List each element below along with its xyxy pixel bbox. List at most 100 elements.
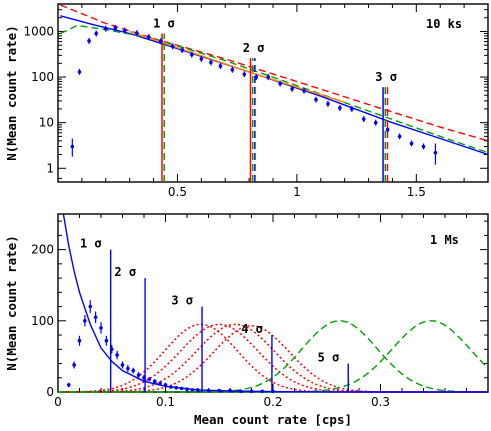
bottom-data-point — [66, 383, 71, 387]
bottom-x-tick-label: 0 — [54, 395, 62, 409]
bottom-data-points — [66, 300, 275, 394]
top-data-point — [421, 144, 426, 149]
bottom-green-gaussian — [58, 320, 488, 393]
bottom-y-tick-label: 0 — [46, 385, 54, 399]
top-data-point — [189, 52, 194, 57]
top-data-point — [290, 87, 294, 91]
bottom-sigma-lines: 1 σ 2 σ 3 σ 4 σ 5 σ — [80, 237, 349, 392]
bottom-fit-curve — [62, 213, 488, 393]
bottom-data-point — [260, 389, 265, 394]
top-model-curve-0 — [60, 15, 489, 156]
bottom-data-point — [72, 363, 76, 367]
bottom-data-point — [158, 381, 162, 386]
bottom-data-point — [238, 389, 243, 394]
bottom-data-point — [147, 377, 152, 381]
top-panel: 10 ks N(Mean count rate) 0.5 1 1.5 1 10 100 10… — [4, 3, 489, 199]
bottom-red-gaussian — [58, 323, 488, 393]
bottom-data-point — [249, 389, 254, 394]
bottom-x-tick-label: 0.2 — [263, 395, 282, 409]
bottom-sigma-label: 5 σ — [318, 351, 340, 365]
bottom-y-axis-label: N(Mean count rate) — [4, 235, 19, 370]
top-sigma-label: 2 σ — [243, 41, 265, 55]
bottom-data-point — [131, 368, 136, 373]
bottom-data-point — [169, 385, 173, 389]
top-x-tick-label: 1 — [293, 185, 301, 199]
top-data-point — [242, 72, 247, 77]
top-data-point — [230, 67, 235, 72]
top-data-point — [135, 31, 139, 35]
top-data-point — [87, 39, 91, 43]
top-panel-label: 10 ks — [426, 17, 462, 31]
bottom-data-point — [195, 388, 200, 392]
bottom-panel: 1 Ms N(Mean count rate) Mean count rate … — [4, 213, 489, 427]
top-data-point — [350, 107, 354, 111]
bottom-data-point — [228, 388, 232, 393]
top-ticks: 0.5 1 1.5 1 10 100 1000 — [23, 3, 488, 199]
bottom-sigma-label: 1 σ — [80, 237, 102, 251]
top-sigma-label: 3 σ — [375, 70, 397, 84]
top-data-point — [361, 117, 366, 121]
top-x-tick-label: 0.5 — [168, 185, 187, 199]
top-data-point — [302, 88, 306, 93]
top-y-tick-label: 1 — [46, 161, 54, 175]
bottom-red-gaussian — [58, 323, 488, 393]
top-data-point — [209, 60, 213, 65]
bottom-data-point — [152, 379, 157, 384]
bottom-data-point — [206, 388, 211, 393]
top-y-tick-label: 10 — [39, 116, 54, 130]
bottom-sigma-label: 2 σ — [114, 265, 136, 279]
bottom-red-gaussian — [58, 325, 488, 393]
top-x-tick-label: 1.5 — [407, 185, 426, 199]
bottom-data-point — [185, 387, 189, 391]
top-data-point — [409, 141, 414, 146]
top-model-curve-1 — [60, 4, 489, 142]
top-data-point — [103, 26, 108, 31]
bottom-data-point — [190, 388, 195, 392]
top-data-points — [70, 24, 438, 165]
top-data-point — [254, 75, 259, 79]
top-plot-frame — [57, 3, 489, 183]
bottom-data-point — [142, 375, 146, 380]
top-data-point — [123, 28, 127, 33]
top-data-point — [338, 106, 342, 110]
bottom-data-point — [217, 388, 222, 393]
bottom-data-point — [104, 338, 109, 343]
bottom-y-tick-label: 200 — [31, 243, 54, 257]
top-data-point — [373, 120, 378, 125]
top-data-point — [146, 35, 151, 39]
top-data-point — [278, 81, 282, 86]
bottom-x-tick-label: 0.1 — [156, 395, 175, 409]
bottom-x-tick-label: 0.3 — [371, 395, 390, 409]
top-data-point — [433, 150, 438, 155]
top-data-point — [113, 26, 118, 30]
top-data-point — [70, 144, 75, 149]
top-y-axis-label: N(Mean count rate) — [4, 25, 19, 160]
bottom-panel-label: 1 Ms — [430, 233, 459, 247]
top-y-tick-label: 100 — [31, 70, 54, 84]
top-y-tick-label: 1000 — [23, 24, 54, 38]
top-data-point — [77, 70, 82, 74]
bottom-data-point — [99, 326, 103, 330]
top-data-point — [180, 48, 185, 52]
bottom-data-point — [271, 389, 275, 394]
top-data-point — [218, 64, 223, 68]
top-data-point — [158, 39, 163, 44]
top-data-point — [266, 75, 271, 79]
top-sigma-label: 1 σ — [153, 17, 175, 31]
top-curves — [60, 4, 489, 156]
top-data-point — [170, 44, 175, 49]
bottom-y-tick-label: 100 — [31, 314, 54, 328]
bottom-data-point — [88, 304, 93, 309]
bottom-data-point — [115, 353, 119, 357]
top-data-point — [94, 31, 99, 36]
top-data-point — [385, 127, 390, 132]
bottom-data-point — [174, 385, 179, 390]
bottom-data-point — [109, 347, 114, 352]
bottom-data-point — [163, 383, 168, 387]
top-model-curve-2 — [60, 24, 489, 154]
bottom-data-point — [136, 373, 141, 377]
bottom-data-point — [126, 366, 130, 371]
top-data-point — [326, 101, 330, 106]
bottom-data-point — [77, 338, 82, 343]
top-data-point — [397, 134, 402, 139]
